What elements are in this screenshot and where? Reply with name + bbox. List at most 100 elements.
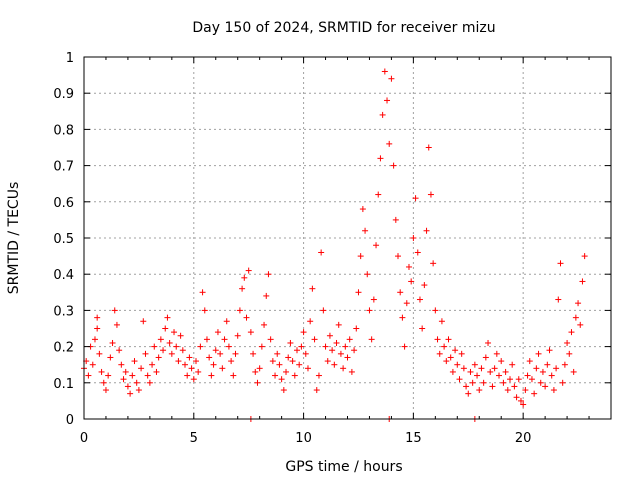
data-point [535,350,542,357]
data-point [291,372,298,379]
data-point [138,365,145,372]
data-point [223,318,230,325]
x-tick-label: 0 [80,431,88,446]
data-point [539,368,546,375]
data-point [278,376,285,383]
data-point [395,253,402,260]
data-point [577,321,584,328]
data-point [236,307,243,314]
data-point [302,350,309,357]
data-point [256,365,263,372]
data-point [454,361,461,368]
data-point [524,372,531,379]
y-tick-label: 0.5 [53,232,74,247]
data-point [272,372,279,379]
data-point [438,318,445,325]
data-point [243,314,250,321]
chart-title: Day 150 of 2024, SRMTID for receiver miz… [192,20,495,36]
data-point [217,350,224,357]
data-point [401,343,408,350]
data-point [298,343,305,350]
data-point [320,307,327,314]
data-point [107,354,114,361]
data-point [533,365,540,372]
data-point [195,368,202,375]
data-point [232,350,239,357]
data-point [493,350,500,357]
data-point [353,325,360,332]
data-point [384,97,391,104]
x-tick-label: 15 [405,431,422,446]
data-point [368,336,375,343]
data-point [373,242,380,249]
data-point [502,368,509,375]
data-point [357,253,364,260]
plot-frame [83,56,612,420]
x-axis: 0 5 10 15 20 [80,57,612,446]
x-axis-label: GPS time / hours [285,459,402,475]
data-point [228,358,235,365]
data-point [173,343,180,350]
data-point [480,379,487,386]
data-point [155,354,162,361]
data-point [144,372,151,379]
data-point [241,274,248,281]
y-tick-label: 0.2 [53,341,74,356]
data-point [221,336,228,343]
data-point [478,365,485,372]
data-point [206,354,213,361]
data-point [94,314,101,321]
data-point [443,358,450,365]
data-point [388,75,395,82]
data-point [419,325,426,332]
data-point [287,339,294,346]
data-point [179,347,186,354]
data-point [517,397,524,404]
data-point [210,361,217,368]
data-point [557,260,564,267]
data-point [463,383,470,390]
data-point [96,350,103,357]
data-point [564,339,571,346]
data-point [566,350,573,357]
y-axis: 0 0.1 0.2 0.3 0.4 0.5 0.6 0.7 0.8 0.9 1 [53,51,611,428]
data-point [465,390,472,397]
data-point [509,361,516,368]
data-point [98,368,105,375]
data-point [201,307,208,314]
data-point [118,361,125,368]
data-point [346,336,353,343]
data-point [304,365,311,372]
data-point [561,361,568,368]
data-point [397,289,404,296]
data-point [381,68,388,75]
data-point [414,249,421,256]
data-point [250,350,257,357]
data-point [344,354,351,361]
data-point [553,365,560,372]
data-point [160,347,167,354]
data-point [405,263,412,270]
data-point [225,343,232,350]
data-point [131,358,138,365]
data-point [203,336,210,343]
data-point [100,379,107,386]
data-point [559,379,566,386]
data-point [102,387,109,394]
data-point [258,343,265,350]
data-point [432,307,439,314]
data-point [184,372,191,379]
y-tick-label: 0.3 [53,304,74,319]
data-point [337,350,344,357]
data-point [355,289,362,296]
data-point [425,144,432,151]
data-point [476,387,483,394]
data-point [548,372,555,379]
data-point [572,314,579,321]
data-point [263,292,270,299]
data-point [403,300,410,307]
data-point [133,379,140,386]
data-point [289,358,296,365]
grid [84,57,611,419]
